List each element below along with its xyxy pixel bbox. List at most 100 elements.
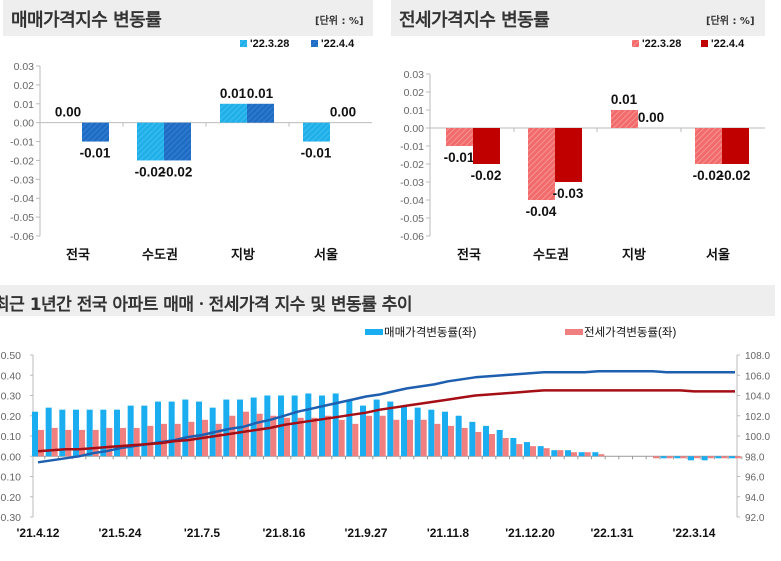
right-y-tick-label: 94.0: [745, 493, 765, 504]
bar: [51, 427, 58, 457]
bar: [250, 397, 257, 457]
right-y-tick-label: 102.0: [745, 412, 770, 423]
bar: [694, 456, 700, 459]
bar: [530, 446, 536, 457]
x-tick-label: '22.3.14: [673, 526, 716, 540]
y-tick-label: -0.01: [400, 141, 424, 153]
right-y-tick-label: 92.0: [745, 513, 765, 524]
bar: [147, 425, 154, 457]
bar: [660, 456, 667, 459]
bar: [489, 433, 495, 457]
bar: [502, 438, 509, 457]
data-label: -0.03: [553, 186, 584, 201]
bar: [387, 401, 394, 457]
bar: [448, 425, 454, 457]
legend-swatch: [565, 329, 583, 335]
bar: [161, 423, 167, 457]
bar: [516, 444, 523, 457]
y-tick-label: 0.02: [404, 87, 425, 99]
jeonse-chart-title: 전세가격지수 변동률: [399, 10, 550, 31]
bar: [653, 456, 659, 459]
bar: [715, 456, 722, 459]
jeonse-index-line: [37, 389, 735, 453]
bar: [729, 456, 735, 459]
data-label: -0.02: [693, 168, 724, 183]
sales-chart-unit: [단위 : %]: [315, 16, 364, 27]
y-tick-label: 0.01: [14, 99, 35, 111]
bar: [483, 425, 489, 457]
bar: [65, 429, 72, 457]
category-label: 서울: [314, 247, 338, 262]
bar: [133, 427, 140, 457]
bar: [352, 423, 359, 457]
bar: [366, 415, 372, 457]
bar: [721, 456, 728, 459]
category-label: 지방: [231, 247, 255, 262]
category-label: 서울: [706, 247, 730, 262]
data-label: 0.01: [247, 86, 274, 101]
category-label: 전국: [457, 247, 481, 262]
trend-chart-title-bar: 최근 1년간 전국 아파트 매매ㆍ전세가격 지수 및 변동률 추이: [0, 285, 775, 316]
bar: [338, 419, 345, 457]
y-tick-label: -0.04: [10, 193, 34, 205]
bar: [319, 395, 325, 457]
bar: [141, 405, 148, 457]
bar: [666, 456, 673, 459]
legend-swatch: [311, 40, 318, 47]
data-label: -0.02: [471, 168, 502, 183]
bar: [127, 405, 134, 457]
y-tick-label: -0.02: [400, 159, 424, 171]
y-tick-label: -0.05: [400, 213, 424, 225]
data-label: -0.01: [80, 146, 111, 161]
bar: [510, 438, 517, 457]
bar: [332, 393, 339, 457]
y-tick-label: -0.06: [10, 231, 34, 243]
bar: [305, 393, 312, 457]
bar: [155, 401, 161, 457]
y-tick-label: -0.06: [400, 231, 424, 243]
bar: [114, 409, 120, 457]
bar: [598, 454, 605, 457]
x-tick-label: '21.12.20: [505, 526, 555, 540]
data-label: 0.00: [55, 105, 81, 120]
left-y-tick-label: 0.40: [1, 370, 22, 382]
y-tick-label: -0.02: [10, 155, 34, 167]
category-label: 수도권: [142, 247, 178, 262]
left-y-tick-label: 0.20: [1, 411, 22, 423]
y-tick-label: -0.04: [400, 195, 424, 207]
y-tick-label: 0.03: [404, 69, 425, 81]
legend-swatch: [701, 40, 708, 47]
bar: [722, 128, 749, 164]
bar: [106, 427, 113, 457]
bar: [461, 427, 468, 457]
bar: [311, 417, 318, 457]
legend-label: 전세가격변동률(좌): [584, 325, 676, 339]
y-tick-label: 0.00: [404, 123, 425, 135]
jeonse-chart-title-bar: 전세가격지수 변동률 [단위 : %]: [391, 0, 765, 36]
x-tick-label: '21.5.24: [99, 526, 142, 540]
legend-label: '22.3.28: [250, 38, 289, 50]
bar: [182, 399, 189, 457]
bar: [86, 409, 93, 457]
bar: [243, 411, 249, 457]
right-y-tick-label: 98.0: [745, 452, 765, 463]
left-y-tick-label: 0.30: [1, 391, 22, 403]
bar: [297, 417, 304, 457]
legend-label: '22.3.28: [642, 38, 681, 50]
left-y-tick-label: 0.00: [1, 451, 22, 463]
y-tick-label: -0.05: [10, 212, 34, 224]
bar: [434, 423, 441, 457]
bar: [469, 421, 476, 457]
bar: [59, 409, 66, 457]
bar: [264, 395, 271, 457]
bar: [137, 122, 164, 161]
bar: [196, 401, 202, 457]
bar: [393, 419, 400, 457]
bar: [325, 415, 331, 457]
left-y-tick-label: 0.10: [1, 431, 22, 443]
bar: [584, 452, 591, 457]
legend-swatch: [365, 329, 383, 335]
bar: [346, 399, 353, 457]
legend-label: '22.4.4: [321, 38, 355, 50]
bar: [565, 450, 571, 457]
